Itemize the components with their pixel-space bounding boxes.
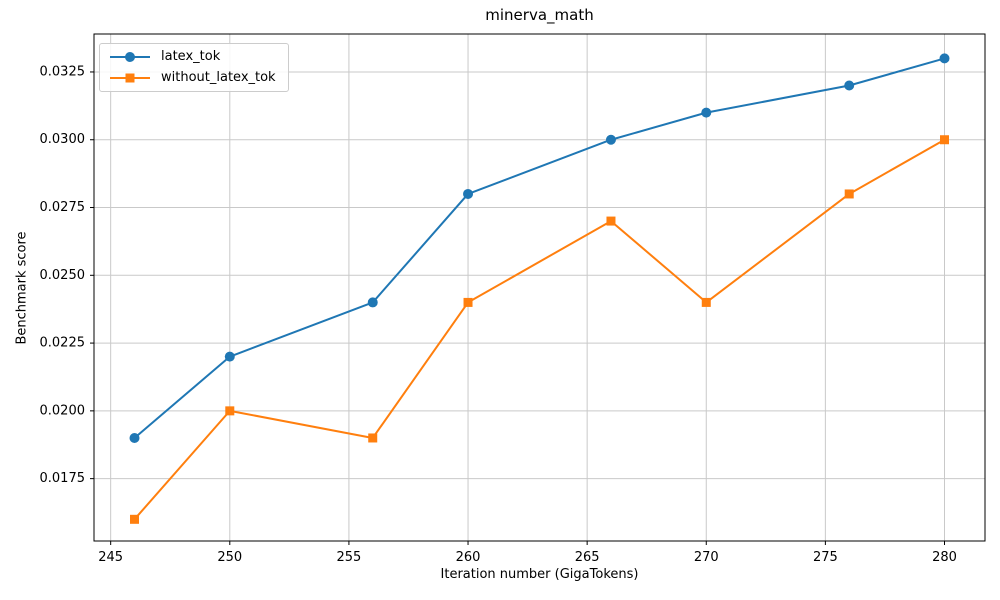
x-tick-label: 260 [456, 550, 481, 565]
data-point-latex_tok [129, 432, 140, 443]
legend-item: without_latex_tok [108, 70, 276, 86]
data-point-without_latex_tok [701, 297, 711, 307]
x-tick-label: 280 [932, 550, 957, 565]
y-tick-label: 0.0250 [40, 268, 86, 283]
legend-label: without_latex_tok [161, 70, 276, 85]
data-point-without_latex_tok [844, 189, 854, 199]
y-tick-label: 0.0325 [40, 64, 86, 79]
legend-square-marker-icon [110, 73, 150, 83]
x-tick-label: 250 [217, 550, 242, 565]
x-axis-label: Iteration number (GigaTokens) [440, 567, 639, 582]
data-point-latex_tok [939, 53, 950, 64]
legend-label: latex_tok [161, 49, 221, 64]
data-point-without_latex_tok [225, 406, 235, 416]
data-point-without_latex_tok [368, 433, 378, 443]
x-tick-label: 275 [813, 550, 838, 565]
chart-title: minerva_math [485, 6, 594, 24]
plot-border [93, 33, 986, 542]
data-point-without_latex_tok [463, 297, 473, 307]
data-point-without_latex_tok [940, 135, 949, 145]
y-axis-label: Benchmark score [14, 231, 30, 345]
series-line-without_latex_tok [133, 138, 945, 520]
data-point-latex_tok [463, 188, 474, 199]
data-point-latex_tok [605, 134, 616, 145]
x-tick-label: 265 [575, 550, 600, 565]
data-point-latex_tok [701, 107, 712, 118]
y-tick-label: 0.0175 [40, 471, 86, 486]
x-tick-label: 245 [98, 550, 123, 565]
data-point-latex_tok [844, 80, 855, 91]
x-tick-label: 255 [336, 550, 361, 565]
y-tick-label: 0.0200 [40, 403, 86, 418]
series-line-latex_tok [133, 57, 945, 439]
data-point-latex_tok [367, 297, 378, 308]
y-tick-label: 0.0300 [40, 132, 86, 147]
x-tick-label: 270 [694, 550, 719, 565]
legend-circle-marker-icon [110, 52, 150, 62]
y-tick-label: 0.0275 [40, 200, 86, 215]
legend-item: latex_tok [108, 49, 276, 65]
data-point-without_latex_tok [130, 514, 139, 524]
data-point-without_latex_tok [606, 216, 616, 226]
chart-legend: latex_tok without_latex_tok [99, 43, 289, 92]
y-tick-label: 0.0225 [40, 336, 86, 351]
data-point-latex_tok [224, 351, 235, 362]
